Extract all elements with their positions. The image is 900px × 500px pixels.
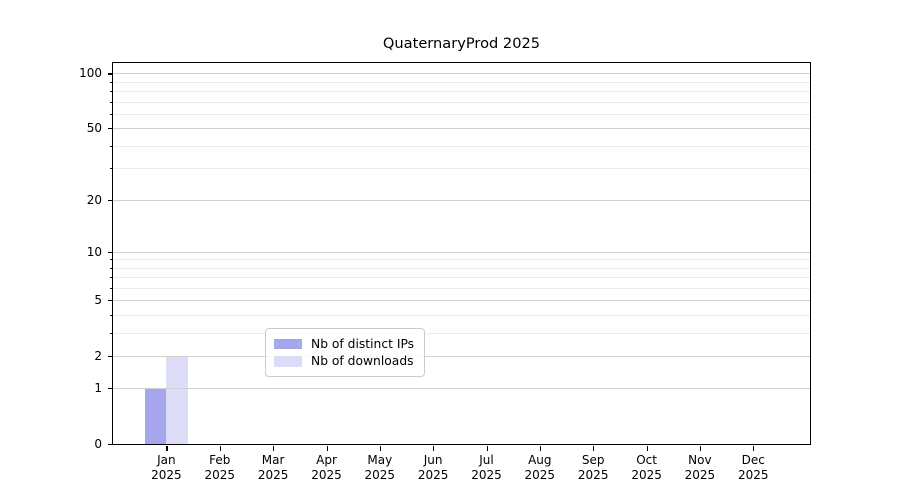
x-tick-label: May 2025 [364, 453, 396, 482]
x-tick-label: Oct 2025 [631, 453, 662, 482]
x-tick [219, 445, 221, 451]
y-major-gridline [113, 388, 810, 390]
x-tick [753, 445, 755, 451]
x-tick-label: Jan 2025 [151, 453, 182, 482]
x-tick-label: Aug 2025 [524, 453, 556, 482]
y-tick [108, 388, 113, 390]
y-minor-gridline [113, 314, 810, 316]
y-minor-gridline [113, 277, 810, 278]
y-tick-label: 100 [79, 66, 102, 81]
x-tick [379, 445, 381, 451]
y-minor-tick [110, 267, 113, 269]
x-tick-label: Mar 2025 [257, 453, 289, 482]
x-tick-label-year: 2025 [417, 467, 449, 482]
y-minor-tick [110, 287, 113, 289]
y-minor-gridline [113, 168, 810, 170]
y-tick-label: 10 [86, 244, 102, 259]
x-tick-label-year: 2025 [204, 467, 236, 482]
y-minor-gridline [113, 91, 810, 93]
x-tick-label: Jul 2025 [471, 453, 502, 482]
y-minor-tick [110, 168, 113, 170]
y-minor-tick [110, 314, 113, 316]
y-minor-gridline [113, 101, 810, 103]
y-major-gridline [113, 128, 810, 130]
x-tick [539, 445, 541, 451]
y-tick [108, 73, 113, 75]
legend-label-downloads: Nb of downloads [311, 354, 414, 369]
y-major-gridline [113, 251, 810, 253]
y-minor-gridline [113, 259, 810, 261]
legend-swatch-downloads [274, 356, 302, 367]
x-tick-label-year: 2025 [684, 467, 716, 482]
x-tick [326, 445, 328, 451]
x-tick-label-year: 2025 [631, 467, 662, 482]
y-minor-tick [110, 91, 113, 93]
y-tick-label: 2 [94, 348, 102, 363]
y-tick [108, 300, 113, 302]
y-tick-label: 20 [86, 192, 102, 207]
y-minor-gridline [113, 145, 810, 147]
y-tick [108, 251, 113, 253]
legend: Nb of distinct IPs Nb of downloads [265, 328, 426, 377]
x-tick-label: Sep 2025 [577, 453, 609, 482]
x-tick-label: Dec 2025 [738, 453, 769, 482]
x-tick-label-year: 2025 [311, 467, 342, 482]
x-tick [166, 445, 168, 451]
y-tick [108, 128, 113, 130]
bar-downloads-jan [166, 355, 188, 444]
x-tick-label: Jun 2025 [417, 453, 449, 482]
y-minor-gridline [113, 81, 810, 83]
x-tick [593, 445, 595, 451]
y-major-gridline [113, 199, 810, 201]
y-minor-gridline [113, 113, 810, 115]
y-tick [108, 355, 113, 357]
legend-item-downloads: Nb of downloads [274, 353, 414, 371]
legend-item-distinct-ips: Nb of distinct IPs [274, 335, 414, 353]
plot-area: 0 1 2 5 10 20 50 100 Jan 2025 Feb 2025 Mar 2025 Apr 202… [79, 62, 811, 482]
legend-swatch-distinct-ips [274, 338, 302, 349]
chart-title: QuaternaryProd 2025 [382, 35, 541, 52]
y-minor-tick [110, 332, 113, 334]
x-tick-label-year: 2025 [151, 467, 182, 482]
y-minor-tick [110, 101, 113, 103]
x-tick-label-year: 2025 [577, 467, 609, 482]
y-minor-gridline [113, 267, 810, 269]
y-minor-tick [110, 259, 113, 261]
x-tick-label-year: 2025 [524, 467, 556, 482]
y-major-gridline [113, 73, 810, 75]
y-minor-tick [110, 277, 113, 278]
y-minor-tick [110, 81, 113, 83]
x-tick-label-year: 2025 [364, 467, 396, 482]
x-tick-label-year: 2025 [471, 467, 502, 482]
y-tick [108, 199, 113, 201]
x-tick-label: Nov 2025 [684, 453, 716, 482]
y-minor-tick [110, 145, 113, 147]
x-tick-label: Apr 2025 [311, 453, 342, 482]
x-tick [433, 445, 435, 451]
y-minor-gridline [113, 287, 810, 289]
y-minor-gridline [113, 332, 810, 334]
y-minor-tick [110, 113, 113, 115]
y-major-gridline [113, 355, 810, 357]
y-tick-label: 1 [94, 381, 102, 396]
y-tick [108, 444, 113, 446]
y-tick-label: 0 [94, 437, 102, 451]
bar-distinct-ips-jan [145, 388, 167, 444]
y-tick-label: 5 [94, 293, 102, 308]
y-tick-label: 50 [86, 121, 102, 136]
x-tick-label: Feb 2025 [204, 453, 236, 482]
x-tick [273, 445, 275, 451]
legend-label-distinct-ips: Nb of distinct IPs [311, 336, 415, 351]
x-tick [699, 445, 702, 451]
x-tick-label-year: 2025 [738, 467, 769, 482]
y-major-gridline [113, 300, 810, 302]
x-tick [646, 445, 648, 451]
x-tick [486, 445, 488, 451]
x-tick-label-year: 2025 [257, 467, 289, 482]
